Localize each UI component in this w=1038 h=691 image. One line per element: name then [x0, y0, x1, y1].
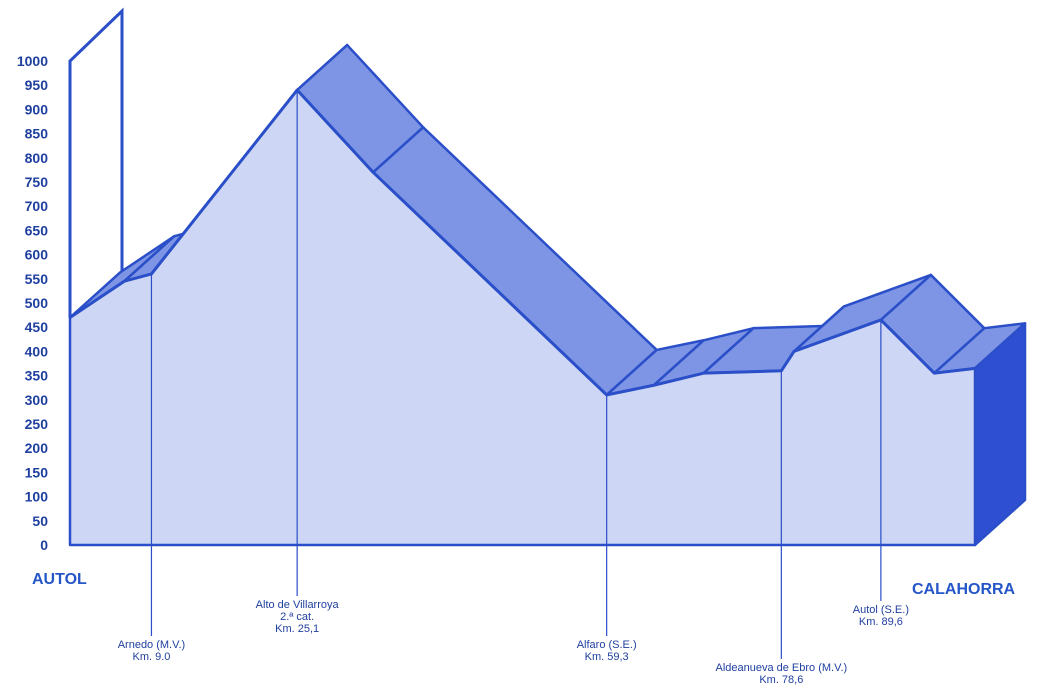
- point-label-line: Aldeanueva de Ebro (M.V.): [715, 662, 847, 674]
- point-label-line: Arnedo (M.V.): [118, 639, 185, 651]
- y-tick-label: 50: [32, 513, 48, 529]
- start-flag-line: [68, 7, 124, 318]
- y-tick-label: 650: [25, 222, 49, 238]
- y-tick-label: 200: [25, 440, 49, 456]
- point-label-line: Km. 9.0: [132, 651, 170, 663]
- y-tick-label: 250: [25, 416, 49, 432]
- y-tick-label: 150: [25, 464, 49, 480]
- point-label-line: Alto de Villarroya: [256, 599, 340, 611]
- point-leader-lines: [150, 90, 882, 659]
- y-tick-label: 0: [40, 537, 48, 553]
- point-label-line: Km. 78,6: [759, 674, 803, 686]
- point-label-line: 2.ª cat.: [280, 611, 314, 623]
- y-tick-label: 500: [25, 295, 49, 311]
- y-tick-label: 750: [25, 174, 49, 190]
- y-tick-label: 550: [25, 271, 49, 287]
- start-label: AUTOL: [32, 571, 87, 588]
- y-tick-label: 350: [25, 368, 49, 384]
- y-tick-label: 900: [25, 101, 49, 117]
- y-tick-label: 700: [25, 198, 49, 214]
- y-tick-label: 950: [25, 77, 49, 93]
- y-tick-label: 100: [25, 489, 49, 505]
- point-label-line: Alfaro (S.E.): [577, 639, 637, 651]
- y-tick-label: 400: [25, 343, 49, 359]
- point-labels: Arnedo (M.V.)Km. 9.0 Alto de Villarroya2.…: [118, 599, 909, 686]
- y-tick-label: 1000: [17, 53, 48, 69]
- point-label-line: Km. 89,6: [859, 616, 903, 628]
- point-label-line: Km. 25,1: [275, 623, 319, 635]
- y-axis: 0 50 100 150 200 250 300 350 400 450 500 550 600 650 7…: [17, 53, 48, 553]
- y-tick-label: 850: [25, 126, 49, 142]
- point-label-line: Autol (S.E.): [853, 604, 909, 616]
- y-tick-label: 450: [25, 319, 49, 335]
- y-tick-label: 800: [25, 150, 49, 166]
- y-tick-label: 600: [25, 247, 49, 263]
- start-flag-outline: [68, 7, 124, 318]
- y-tick-label: 300: [25, 392, 49, 408]
- point-label-line: Km. 59,3: [585, 651, 629, 663]
- end-label: CALAHORRA: [912, 581, 1016, 598]
